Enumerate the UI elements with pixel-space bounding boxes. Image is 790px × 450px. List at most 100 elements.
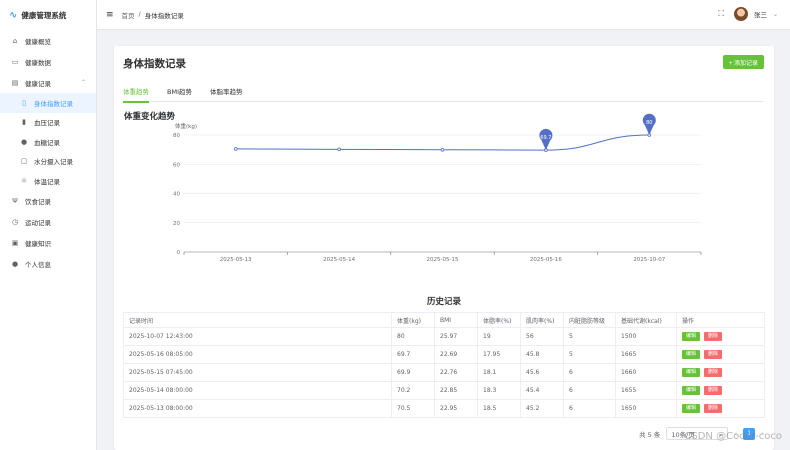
history-title: 历史记录	[426, 297, 461, 307]
table-row: 2025-05-13 08:00:00 70.5 22.95 18.5 45.2…	[123, 399, 765, 418]
cell-bmi: 22.76	[434, 363, 478, 382]
sidebar-item-health-records[interactable]: ▤ 健康记录 ⌃	[0, 72, 96, 93]
annotation-pin	[642, 113, 656, 135]
cell-body-fat: 19	[477, 327, 521, 346]
sidebar: ∿ 健康管理系统 ⌂ 健康概览 ▭ 健康数据 ▤ 健康记录 ⌃ ▯ 身体指数记录…	[0, 0, 97, 450]
cell-actions: 编辑 删除	[676, 363, 765, 382]
sidebar-item-exercise[interactable]: ◷ 运动记录	[0, 212, 96, 233]
sun-icon: ☼	[20, 176, 28, 185]
edit-button[interactable]: 编辑	[682, 404, 701, 413]
cell-actions: 编辑 删除	[676, 327, 765, 346]
cell-visceral: 6	[563, 363, 616, 382]
tab-body-fat[interactable]: 体脂率趋势	[209, 88, 243, 96]
breadcrumb-separator: /	[138, 9, 141, 18]
cell-weight: 70.2	[391, 381, 435, 400]
breadcrumb-current: 身体指数记录	[144, 11, 184, 20]
history-table: 记录时间 体重(kg) BMI 体脂率(%) 肌肉率(%) 内脏脂肪等级 基础代…	[123, 312, 765, 418]
table-header-row: 记录时间 体重(kg) BMI 体脂率(%) 肌肉率(%) 内脏脂肪等级 基础代…	[123, 312, 765, 328]
annotation-pin	[539, 128, 553, 151]
sidebar-item-temperature[interactable]: ☼ 体温记录	[0, 171, 96, 191]
watermark: CSDN @Coder-coco	[684, 431, 782, 442]
cell-time: 2025-05-13 08:00:00	[123, 399, 392, 418]
col-header: 基础代谢(kcal)	[615, 312, 677, 328]
cell-weight: 80	[391, 327, 435, 346]
cell-visceral: 5	[563, 345, 616, 364]
cell-muscle: 45.2	[520, 399, 564, 418]
sidebar-item-overview[interactable]: ⌂ 健康概览	[0, 30, 96, 51]
y-tick-label: 20	[173, 221, 180, 227]
chevron-down-icon: ⌄	[717, 429, 724, 438]
chevron-up-icon: ⌃	[80, 79, 86, 86]
pagination-total: 共 5 条	[639, 430, 661, 439]
delete-button[interactable]: 删除	[704, 350, 723, 359]
edit-button[interactable]: 编辑	[682, 332, 701, 341]
tab-bmi[interactable]: BMI趋势	[167, 88, 192, 96]
col-header: 记录时间	[123, 312, 392, 328]
edit-button[interactable]: 编辑	[682, 386, 701, 395]
cell-bmi: 22.69	[434, 345, 478, 364]
breadcrumb-home[interactable]: 首页	[121, 11, 135, 20]
cell-body-fat: 17.95	[477, 345, 521, 364]
add-record-button[interactable]: + 添加记录	[722, 55, 764, 69]
x-tick-label: 2025-05-16	[530, 257, 562, 263]
tab-weight[interactable]: 体重趋势	[123, 86, 149, 103]
cell-visceral: 5	[563, 327, 616, 346]
clock-icon: ◷	[11, 218, 19, 226]
sidebar-item-diet[interactable]: Ψ 饮食记录	[0, 191, 96, 212]
edit-button[interactable]: 编辑	[682, 350, 701, 359]
sidebar-item-water-intake[interactable]: ▢ 水分摄入记录	[0, 152, 96, 172]
y-tick-label: 80	[173, 133, 180, 139]
page-number[interactable]: 1	[743, 427, 756, 440]
sidebar-item-profile[interactable]: ● 个人信息	[0, 254, 96, 275]
col-header: 体脂率(%)	[477, 312, 521, 328]
delete-button[interactable]: 删除	[704, 386, 723, 395]
sidebar-item-label: 水分摄入记录	[34, 158, 73, 167]
page-size-select[interactable]: 10条/页 ⌄	[666, 427, 729, 440]
fullscreen-icon[interactable]: ⛶	[718, 9, 724, 18]
table-row: 2025-05-14 08:00:00 70.2 22.85 18.3 45.4…	[123, 381, 765, 400]
cell-weight: 70.5	[391, 399, 435, 418]
sidebar-item-body-index[interactable]: ▯ 身体指数记录	[0, 93, 96, 113]
avatar[interactable]	[733, 7, 748, 21]
edit-button[interactable]: 编辑	[682, 368, 701, 377]
sidebar-item-label: 健康数据	[25, 58, 51, 67]
prev-page-icon[interactable]: ‹	[734, 429, 738, 438]
pulse-icon: ∿	[9, 9, 18, 21]
cell-muscle: 45.4	[520, 381, 564, 400]
weight-chart: 体重(kg) 0 20 40 60 80 2025-05-13 2025-05-14 2025-…	[173, 113, 702, 263]
cell-bmr: 1660	[615, 363, 677, 382]
cell-body-fat: 18.3	[477, 381, 521, 400]
username[interactable]: 张三	[753, 11, 767, 19]
delete-button[interactable]: 删除	[704, 404, 723, 413]
cell-visceral: 6	[563, 399, 616, 418]
sidebar-item-blood-pressure[interactable]: ▮ 血压记录	[0, 113, 96, 133]
book-icon: ▣	[11, 239, 19, 247]
user-icon: ●	[11, 260, 19, 268]
cell-muscle: 45.6	[520, 363, 564, 382]
next-page-icon[interactable]: ›	[761, 429, 764, 438]
delete-button[interactable]: 删除	[704, 368, 723, 377]
page-title: 身体指数记录	[123, 58, 186, 70]
x-tick-label: 2025-10-07	[633, 257, 665, 263]
y-tick-label: 60	[173, 162, 180, 168]
sidebar-item-label: 血糖记录	[34, 138, 60, 147]
x-tick-label: 2025-05-13	[220, 257, 252, 263]
sidebar-item-label: 健康概览	[25, 37, 51, 46]
chart-title: 体重变化趋势	[124, 112, 176, 122]
weight-series-line	[235, 134, 650, 151]
cell-bmi: 22.95	[434, 399, 478, 418]
chevron-down-icon[interactable]: ⌄	[772, 10, 778, 18]
sidebar-item-label: 饮食记录	[25, 198, 51, 206]
cell-visceral: 6	[563, 381, 616, 400]
sidebar-item-health-data[interactable]: ▭ 健康数据	[0, 51, 96, 72]
x-tick-label: 2025-05-15	[427, 257, 459, 263]
main-card: 身体指数记录 + 添加记录 体重趋势 BMI趋势 体脂率趋势 体重变化趋势 体重…	[114, 46, 774, 450]
cell-time: 2025-10-07 12:43:00	[123, 327, 392, 346]
cell-actions: 编辑 删除	[676, 345, 765, 364]
home-icon: ⌂	[12, 36, 18, 45]
sidebar-item-blood-sugar[interactable]: ● 血糖记录	[0, 132, 96, 152]
delete-button[interactable]: 删除	[704, 332, 723, 341]
menu-toggle-icon[interactable]: ≡	[106, 9, 114, 20]
sidebar-item-knowledge[interactable]: ▣ 健康知识	[0, 233, 96, 254]
table-row: 2025-05-16 08:05:00 69.7 22.69 17.95 45.…	[123, 345, 765, 364]
